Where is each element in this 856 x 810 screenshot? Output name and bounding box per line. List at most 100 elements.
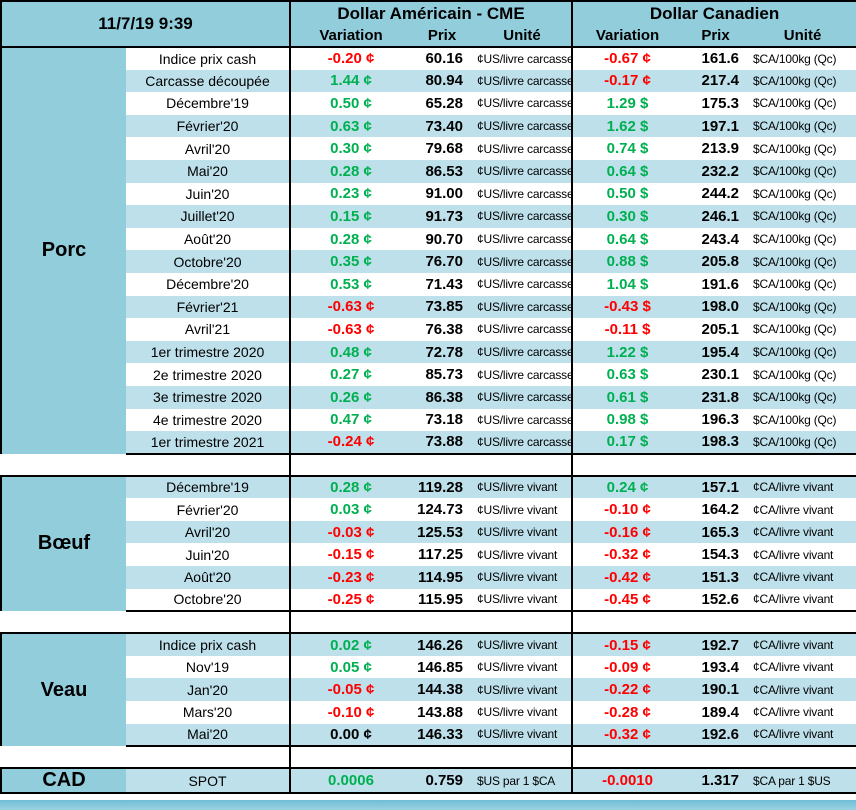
price-row: 4e trimestre 2020 0.47 ¢ 73.18 ¢US/livre ca… [1, 408, 856, 432]
spacer-cell [1, 611, 290, 634]
us-price-cell: 73.40 [411, 114, 473, 138]
ca-variation-cell: 0.17 $ [571, 431, 683, 455]
us-variation-cell: -0.23 ¢ [289, 566, 411, 589]
us-variation-cell: 0.28 ¢ [289, 474, 411, 499]
us-unit-cell: ¢US/livre vivant [473, 588, 573, 613]
ca-unit-cell: $CA/100kg (Qc) [749, 92, 856, 115]
ca-unit-cell: $CA/100kg (Qc) [749, 137, 856, 160]
ca-unit-cell: $CA/100kg (Qc) [749, 318, 856, 341]
us-price-cell: 73.18 [411, 408, 473, 432]
us-price-cell: 0.759 [411, 767, 473, 795]
ca-price-cell: 192.6 [682, 723, 750, 748]
us-price-cell: 85.73 [411, 363, 473, 386]
us-variation-cell: -0.63 ¢ [289, 318, 411, 341]
ca-variation-cell: -0.11 $ [571, 318, 683, 341]
row-label: Nov'19 [126, 655, 290, 679]
ca-unit-cell: ¢CA/livre vivant [749, 566, 856, 589]
ca-variation-cell: -0.22 ¢ [571, 678, 683, 702]
ca-price-cell: 198.0 [682, 295, 750, 319]
us-price-cell: 117.25 [411, 543, 473, 567]
section-label-cad: CAD [0, 767, 126, 795]
us-unit-cell: ¢US/livre carcasse [473, 318, 573, 341]
ca-price-cell: 175.3 [682, 92, 750, 115]
price-row: Décembre'19 0.50 ¢ 65.28 ¢US/livre carcasse… [1, 92, 856, 115]
us-unit-cell: ¢US/livre carcasse [473, 114, 573, 138]
us-variation-cell: -0.10 ¢ [289, 701, 411, 724]
ca-unit-cell: $CA/100kg (Qc) [749, 408, 856, 432]
ca-variation-cell: -0.32 ¢ [571, 543, 683, 567]
row-label: Février'20 [126, 114, 290, 138]
price-row: 2e trimestre 2020 0.27 ¢ 85.73 ¢US/livre ca… [1, 363, 856, 386]
ca-price-cell: 243.4 [682, 227, 750, 251]
price-row: Février'21 -0.63 ¢ 73.85 ¢US/livre carcasse… [1, 295, 856, 319]
price-row: Octobre'20 -0.25 ¢ 115.95 ¢US/livre vivant -… [1, 588, 856, 613]
ca-unit-cell: ¢CA/livre vivant [749, 543, 856, 567]
us-variation-cell: 0.48 ¢ [289, 340, 411, 364]
spacer-cell [571, 746, 856, 769]
spacer-cell [1, 746, 290, 769]
us-unit-cell: ¢US/livre carcasse [473, 408, 573, 432]
ca-unit-cell: ¢CA/livre vivant [749, 655, 856, 679]
price-row: Nov'19 0.05 ¢ 146.85 ¢US/livre vivant -0.09 … [1, 655, 856, 679]
row-label: Avril'20 [126, 520, 290, 544]
row-label: Décembre'19 [126, 474, 290, 499]
price-row: Jan'20 -0.05 ¢ 144.38 ¢US/livre vivant -0.22… [1, 678, 856, 702]
ca-section-header: Dollar Canadien [571, 0, 856, 25]
ca-price-cell: 191.6 [682, 272, 750, 296]
row-label: Avril'20 [126, 137, 290, 160]
us-price-cell: 143.88 [411, 701, 473, 724]
ca-unit-cell: $CA/100kg (Qc) [749, 114, 856, 138]
section-label-bœuf: Bœuf [0, 474, 126, 612]
ca-unit-cell: $CA par 1 $US [749, 767, 856, 795]
us-variation-cell: -0.03 ¢ [289, 520, 411, 544]
ca-unit-cell: ¢CA/livre vivant [749, 701, 856, 724]
us-variation-cell: 0.47 ¢ [289, 408, 411, 432]
us-variation-cell: 0.15 ¢ [289, 205, 411, 228]
us-unit-cell: ¢US/livre vivant [473, 520, 573, 544]
us-unit-cell: ¢US/livre carcasse [473, 159, 573, 183]
us-variation-cell: 0.50 ¢ [289, 92, 411, 115]
us-variation-cell: 0.53 ¢ [289, 272, 411, 296]
us-unit-cell: ¢US/livre vivant [473, 723, 573, 748]
ca-unit-cell: $CA/100kg (Qc) [749, 385, 856, 409]
us-price-cell: 91.73 [411, 205, 473, 228]
ca-variation-cell: 0.88 $ [571, 250, 683, 273]
row-label: Juin'20 [126, 182, 290, 206]
us-variation-cell: 0.03 ¢ [289, 498, 411, 521]
ca-price-cell: 161.6 [682, 46, 750, 70]
ca-price-cell: 164.2 [682, 498, 750, 521]
ca-price-cell: 196.3 [682, 408, 750, 432]
ca-unit-cell: $CA/100kg (Qc) [749, 46, 856, 70]
us-variation-cell: 0.35 ¢ [289, 250, 411, 273]
us-price-cell: 146.26 [411, 632, 473, 656]
us-unite-header: Unité [473, 25, 573, 48]
us-unit-cell: ¢US/livre vivant [473, 655, 573, 679]
us-price-cell: 114.95 [411, 566, 473, 589]
ca-variation-cell: 0.64 $ [571, 227, 683, 251]
ca-variation-cell: -0.45 ¢ [571, 588, 683, 613]
us-unit-cell: ¢US/livre vivant [473, 701, 573, 724]
ca-variation-cell: 1.62 $ [571, 114, 683, 138]
ca-price-cell: 231.8 [682, 385, 750, 409]
us-variation-cell: 0.27 ¢ [289, 363, 411, 386]
us-variation-cell: -0.20 ¢ [289, 46, 411, 70]
us-unit-cell: ¢US/livre carcasse [473, 182, 573, 206]
row-label: SPOT [126, 767, 290, 795]
us-unit-cell: ¢US/livre vivant [473, 498, 573, 521]
ca-unit-cell: $CA/100kg (Qc) [749, 340, 856, 364]
ca-price-cell: 213.9 [682, 137, 750, 160]
spacer-cell [288, 746, 573, 769]
ca-price-cell: 197.1 [682, 114, 750, 138]
section-spacer-row [1, 746, 856, 769]
price-row: Août'20 -0.23 ¢ 114.95 ¢US/livre vivant -0.4… [1, 566, 856, 589]
ca-price-cell: 189.4 [682, 701, 750, 724]
us-variation-cell: -0.05 ¢ [289, 678, 411, 702]
us-prix-header: Prix [411, 25, 473, 48]
us-unit-cell: ¢US/livre carcasse [473, 385, 573, 409]
row-label: 3e trimestre 2020 [126, 385, 290, 409]
section-spacer-row [1, 611, 856, 634]
section-label-porc: Porc [0, 46, 126, 454]
us-unit-cell: ¢US/livre carcasse [473, 69, 573, 93]
ca-variation-cell: 1.22 $ [571, 340, 683, 364]
